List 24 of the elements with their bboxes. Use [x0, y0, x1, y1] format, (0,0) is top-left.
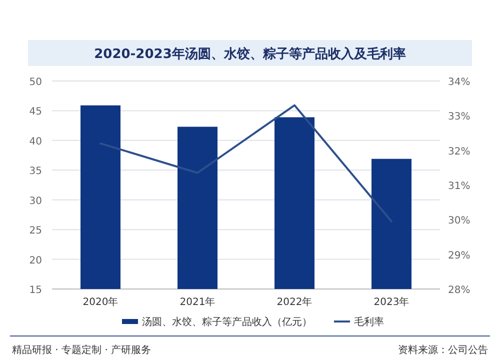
x-tick-label: 2021年 [180, 296, 216, 308]
y-tick-label: 45 [29, 106, 42, 118]
text: 精品研报 · 专题定制 · 产研服务 [12, 344, 152, 356]
y-tick-label: 15 [29, 285, 42, 296]
y2-tick-label: 28% [448, 285, 470, 296]
y2-tick-label: 29% [448, 250, 470, 262]
chart-title: 2020-2023年汤圆、水饺、粽子等产品收入及毛利率 [94, 46, 406, 62]
x-tick-label: 2022年 [276, 296, 312, 308]
x-tick-label: 2023年 [374, 296, 410, 308]
y2-tick-label: 33% [448, 112, 470, 123]
y-tick-label: 35 [29, 166, 42, 178]
y2-tick-label: 31% [448, 181, 470, 192]
x-tick-label: 2020年 [82, 296, 118, 308]
text: 资料来源：公司公告 [398, 344, 488, 356]
legend-label: 汤圆、水饺、粽子等产品收入（亿元） [142, 316, 312, 328]
legend-label: 毛利率 [354, 316, 384, 328]
y-tick-label: 20 [29, 255, 42, 266]
y2-tick-label: 30% [448, 216, 470, 227]
y-tick-label: 30 [29, 196, 42, 207]
y-tick-label: 50 [29, 77, 42, 88]
y-tick-label: 25 [29, 226, 42, 237]
y2-tick-label: 32% [448, 146, 470, 158]
y-tick-label: 40 [29, 136, 42, 148]
y2-tick-label: 34% [448, 77, 470, 88]
